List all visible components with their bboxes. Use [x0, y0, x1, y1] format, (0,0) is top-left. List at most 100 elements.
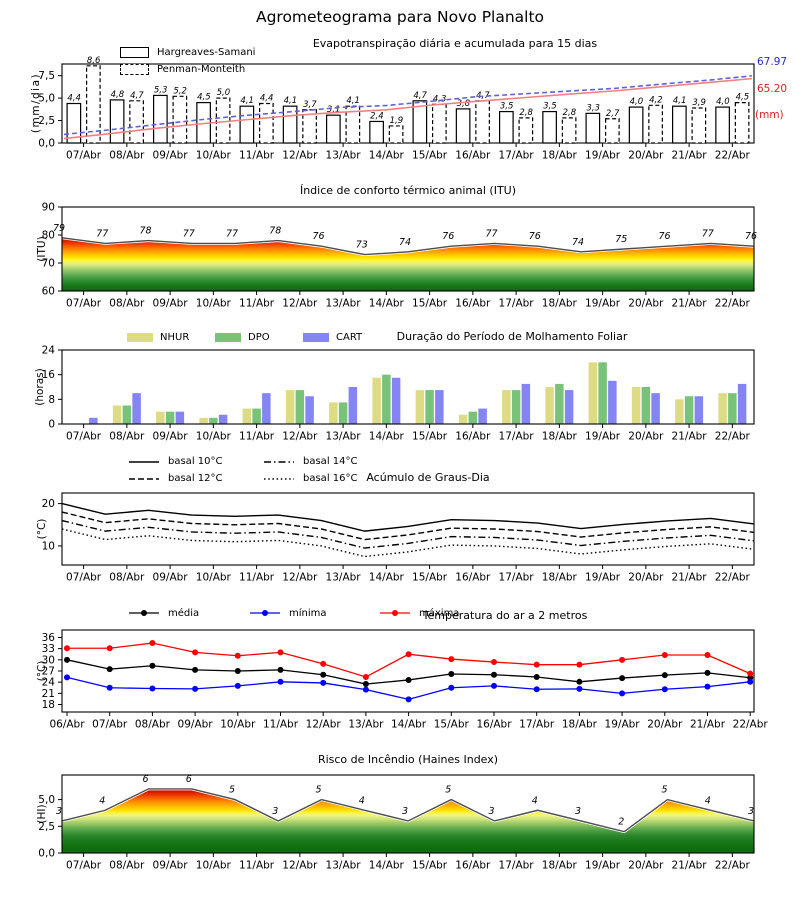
svg-text:12/Abr: 12/Abr: [282, 431, 318, 443]
svg-text:06/Abr: 06/Abr: [49, 719, 85, 731]
svg-text:22/Abr: 22/Abr: [715, 431, 751, 443]
basal10-label: basal 10°C: [168, 456, 223, 467]
svg-text:07/Abr: 07/Abr: [66, 150, 102, 162]
svg-text:14/Abr: 14/Abr: [369, 431, 405, 443]
svg-text:73: 73: [356, 240, 368, 251]
penman-label: Penman-Monteith: [157, 64, 246, 75]
maxima-line-icon: [380, 610, 410, 616]
svg-text:14/Abr: 14/Abr: [369, 860, 405, 872]
minima-label: mínima: [289, 607, 327, 619]
svg-text:17/Abr: 17/Abr: [499, 860, 535, 872]
svg-text:08/Abr: 08/Abr: [109, 431, 145, 443]
accum-penman-total: 67.97: [757, 56, 788, 68]
svg-text:22/Abr: 22/Abr: [715, 150, 751, 162]
svg-text:09/Abr: 09/Abr: [153, 572, 189, 584]
basal16-label: basal 16°C: [303, 473, 358, 484]
svg-text:77: 77: [183, 228, 195, 239]
svg-text:09/Abr: 09/Abr: [153, 150, 189, 162]
legend-item-basal12: basal 12°C: [127, 473, 222, 484]
itu-title: Índice de conforto térmico animal (ITU): [299, 184, 517, 197]
svg-text:07/Abr: 07/Abr: [66, 572, 102, 584]
svg-text:15/Abr: 15/Abr: [412, 298, 448, 310]
svg-text:4,1: 4,1: [240, 96, 254, 106]
svg-text:5,0: 5,0: [217, 88, 231, 98]
legend-item-basal10: basal 10°C: [127, 456, 222, 467]
svg-text:10/Abr: 10/Abr: [196, 150, 232, 162]
svg-text:4,1: 4,1: [284, 96, 298, 106]
svg-text:4,5: 4,5: [197, 93, 211, 103]
evapo-legend: Hargreaves-Samani Penman-Monteith: [120, 44, 255, 78]
svg-text:77: 77: [96, 228, 108, 239]
svg-text:09/Abr: 09/Abr: [153, 298, 189, 310]
svg-text:22/Abr: 22/Abr: [715, 298, 751, 310]
penman-swatch-icon: [120, 64, 149, 75]
legend-item-maxima: máxima: [378, 607, 459, 619]
evapo-ylabel: (mm/dia): [30, 72, 42, 134]
svg-text:11/Abr: 11/Abr: [239, 150, 275, 162]
svg-text:4,4: 4,4: [260, 94, 274, 104]
svg-text:16/Abr: 16/Abr: [455, 572, 491, 584]
svg-text:07/Abr: 07/Abr: [66, 431, 102, 443]
svg-text:21/Abr: 21/Abr: [672, 298, 708, 310]
svg-text:4: 4: [532, 795, 538, 806]
svg-text:19/Abr: 19/Abr: [585, 298, 621, 310]
chart-haines: 07/Abr 08/Abr 09/Abr 10/Abr 11/Abr 12/Abr 13/A…: [38, 774, 755, 872]
temp-ylabel: (°C): [36, 660, 48, 682]
svg-text:09/Abr: 09/Abr: [178, 719, 214, 731]
maxima-label: máxima: [419, 607, 460, 619]
svg-text:20/Abr: 20/Abr: [647, 719, 683, 731]
svg-text:3: 3: [56, 806, 62, 817]
svg-text:2,8: 2,8: [519, 108, 533, 118]
dpmf-ylabel: (horas): [34, 368, 46, 406]
svg-text:13/Abr: 13/Abr: [326, 431, 362, 443]
svg-text:19/Abr: 19/Abr: [585, 572, 621, 584]
svg-text:12/Abr: 12/Abr: [282, 572, 318, 584]
svg-text:76: 76: [529, 231, 541, 242]
svg-text:21/Abr: 21/Abr: [690, 719, 726, 731]
svg-text:22/Abr: 22/Abr: [715, 860, 751, 872]
legend-item-hargreaves: Hargreaves-Samani: [120, 44, 255, 61]
svg-text:10/Abr: 10/Abr: [196, 572, 232, 584]
svg-text:19/Abr: 19/Abr: [585, 431, 621, 443]
minima-line-icon: [250, 610, 280, 616]
svg-text:3: 3: [272, 806, 278, 817]
svg-text:79: 79: [53, 223, 65, 234]
svg-text:12/Abr: 12/Abr: [306, 719, 342, 731]
svg-text:20: 20: [42, 498, 55, 510]
svg-text:4,0: 4,0: [630, 97, 644, 107]
legend-item-nhur: NHUR: [127, 332, 189, 343]
svg-text:5: 5: [229, 785, 235, 796]
evapo-title: Evapotranspiração diária e acumulada par…: [312, 37, 598, 50]
svg-text:10: 10: [42, 540, 55, 552]
svg-text:18/Abr: 18/Abr: [562, 719, 598, 731]
svg-text:21: 21: [42, 688, 55, 700]
svg-text:17/Abr: 17/Abr: [499, 431, 535, 443]
svg-text:10/Abr: 10/Abr: [196, 431, 232, 443]
svg-text:08/Abr: 08/Abr: [135, 719, 171, 731]
svg-text:10/Abr: 10/Abr: [220, 719, 256, 731]
svg-text:3: 3: [575, 806, 581, 817]
svg-text:08/Abr: 08/Abr: [109, 860, 145, 872]
hargreaves-swatch-icon: [120, 47, 149, 58]
svg-text:90: 90: [42, 202, 55, 214]
svg-text:18/Abr: 18/Abr: [542, 150, 578, 162]
svg-text:3,9: 3,9: [692, 98, 706, 108]
svg-text:5: 5: [661, 785, 667, 796]
svg-text:77: 77: [226, 228, 238, 239]
dpo-label: DPO: [248, 332, 270, 343]
svg-text:76: 76: [312, 231, 324, 242]
svg-text:4,3: 4,3: [433, 94, 447, 104]
svg-text:15/Abr: 15/Abr: [412, 150, 448, 162]
svg-text:4,7: 4,7: [413, 91, 427, 101]
svg-text:19/Abr: 19/Abr: [585, 150, 621, 162]
svg-text:4,1: 4,1: [673, 96, 687, 106]
legend-item-minima: mínima: [248, 607, 327, 619]
svg-text:17/Abr: 17/Abr: [499, 298, 535, 310]
media-label: média: [168, 607, 200, 619]
svg-text:14/Abr: 14/Abr: [391, 719, 427, 731]
svg-text:18/Abr: 18/Abr: [542, 431, 578, 443]
svg-text:14/Abr: 14/Abr: [369, 150, 405, 162]
svg-text:08/Abr: 08/Abr: [109, 150, 145, 162]
svg-text:33: 33: [42, 643, 55, 655]
svg-text:78: 78: [139, 226, 151, 237]
